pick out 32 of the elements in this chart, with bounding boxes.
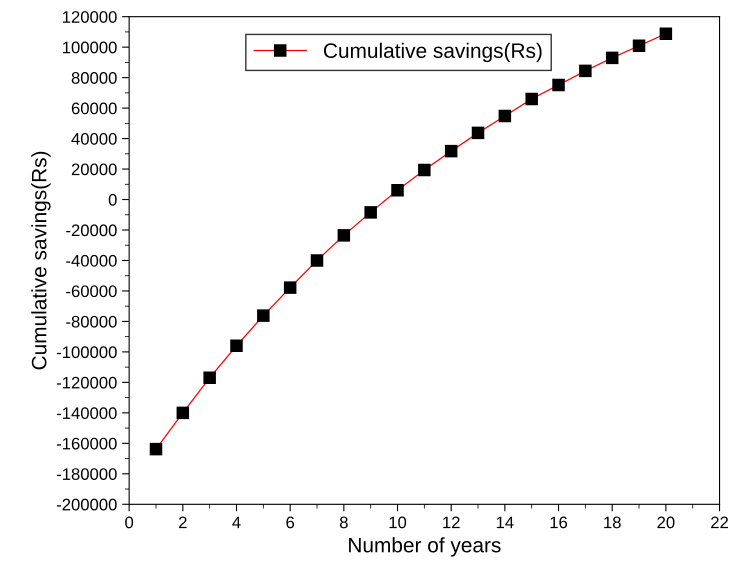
x-tick-label: 2 <box>179 516 187 528</box>
y-tick-label: -180000 <box>56 468 117 480</box>
y-tick-label: -20000 <box>66 224 117 236</box>
y-tick-label: 60000 <box>72 102 117 114</box>
x-axis-title: Number of years <box>349 537 501 557</box>
x-tick-label: 8 <box>340 516 348 528</box>
y-tick-label: -160000 <box>56 438 117 450</box>
x-tick-label: 0 <box>125 516 134 528</box>
y-tick-label: -80000 <box>66 316 117 328</box>
x-tick-label: 12 <box>443 516 460 528</box>
y-tick-label: -60000 <box>66 285 117 298</box>
y-tick-label: 120000 <box>63 11 117 23</box>
y-tick-label: -120000 <box>56 376 117 389</box>
x-tick-label: 4 <box>232 516 241 528</box>
x-tick-label: 22 <box>711 516 728 528</box>
y-tick-label: 40000 <box>71 132 117 145</box>
x-tick-label: 10 <box>390 516 406 528</box>
y-tick-label: -200000 <box>56 498 117 510</box>
y-tick-label: 80000 <box>72 72 117 84</box>
y-axis-title: Cumulative savings(Rs) <box>31 152 51 370</box>
y-tick-label: 20000 <box>72 163 117 176</box>
y-tick-label: 0 <box>108 194 117 206</box>
x-tick-label: 6 <box>286 516 294 528</box>
x-tick-label: 20 <box>657 516 674 528</box>
y-tick-label: -100000 <box>56 346 117 358</box>
y-tick-label: -140000 <box>56 407 117 420</box>
y-tick-label: -40000 <box>66 254 117 267</box>
x-tick-label: 18 <box>604 516 621 528</box>
y-tick-label: 100000 <box>63 42 117 54</box>
x-tick-label: 16 <box>550 516 568 528</box>
x-tick-label: 14 <box>496 516 514 528</box>
legend-label: Cumulative savings(Rs) <box>324 42 542 62</box>
